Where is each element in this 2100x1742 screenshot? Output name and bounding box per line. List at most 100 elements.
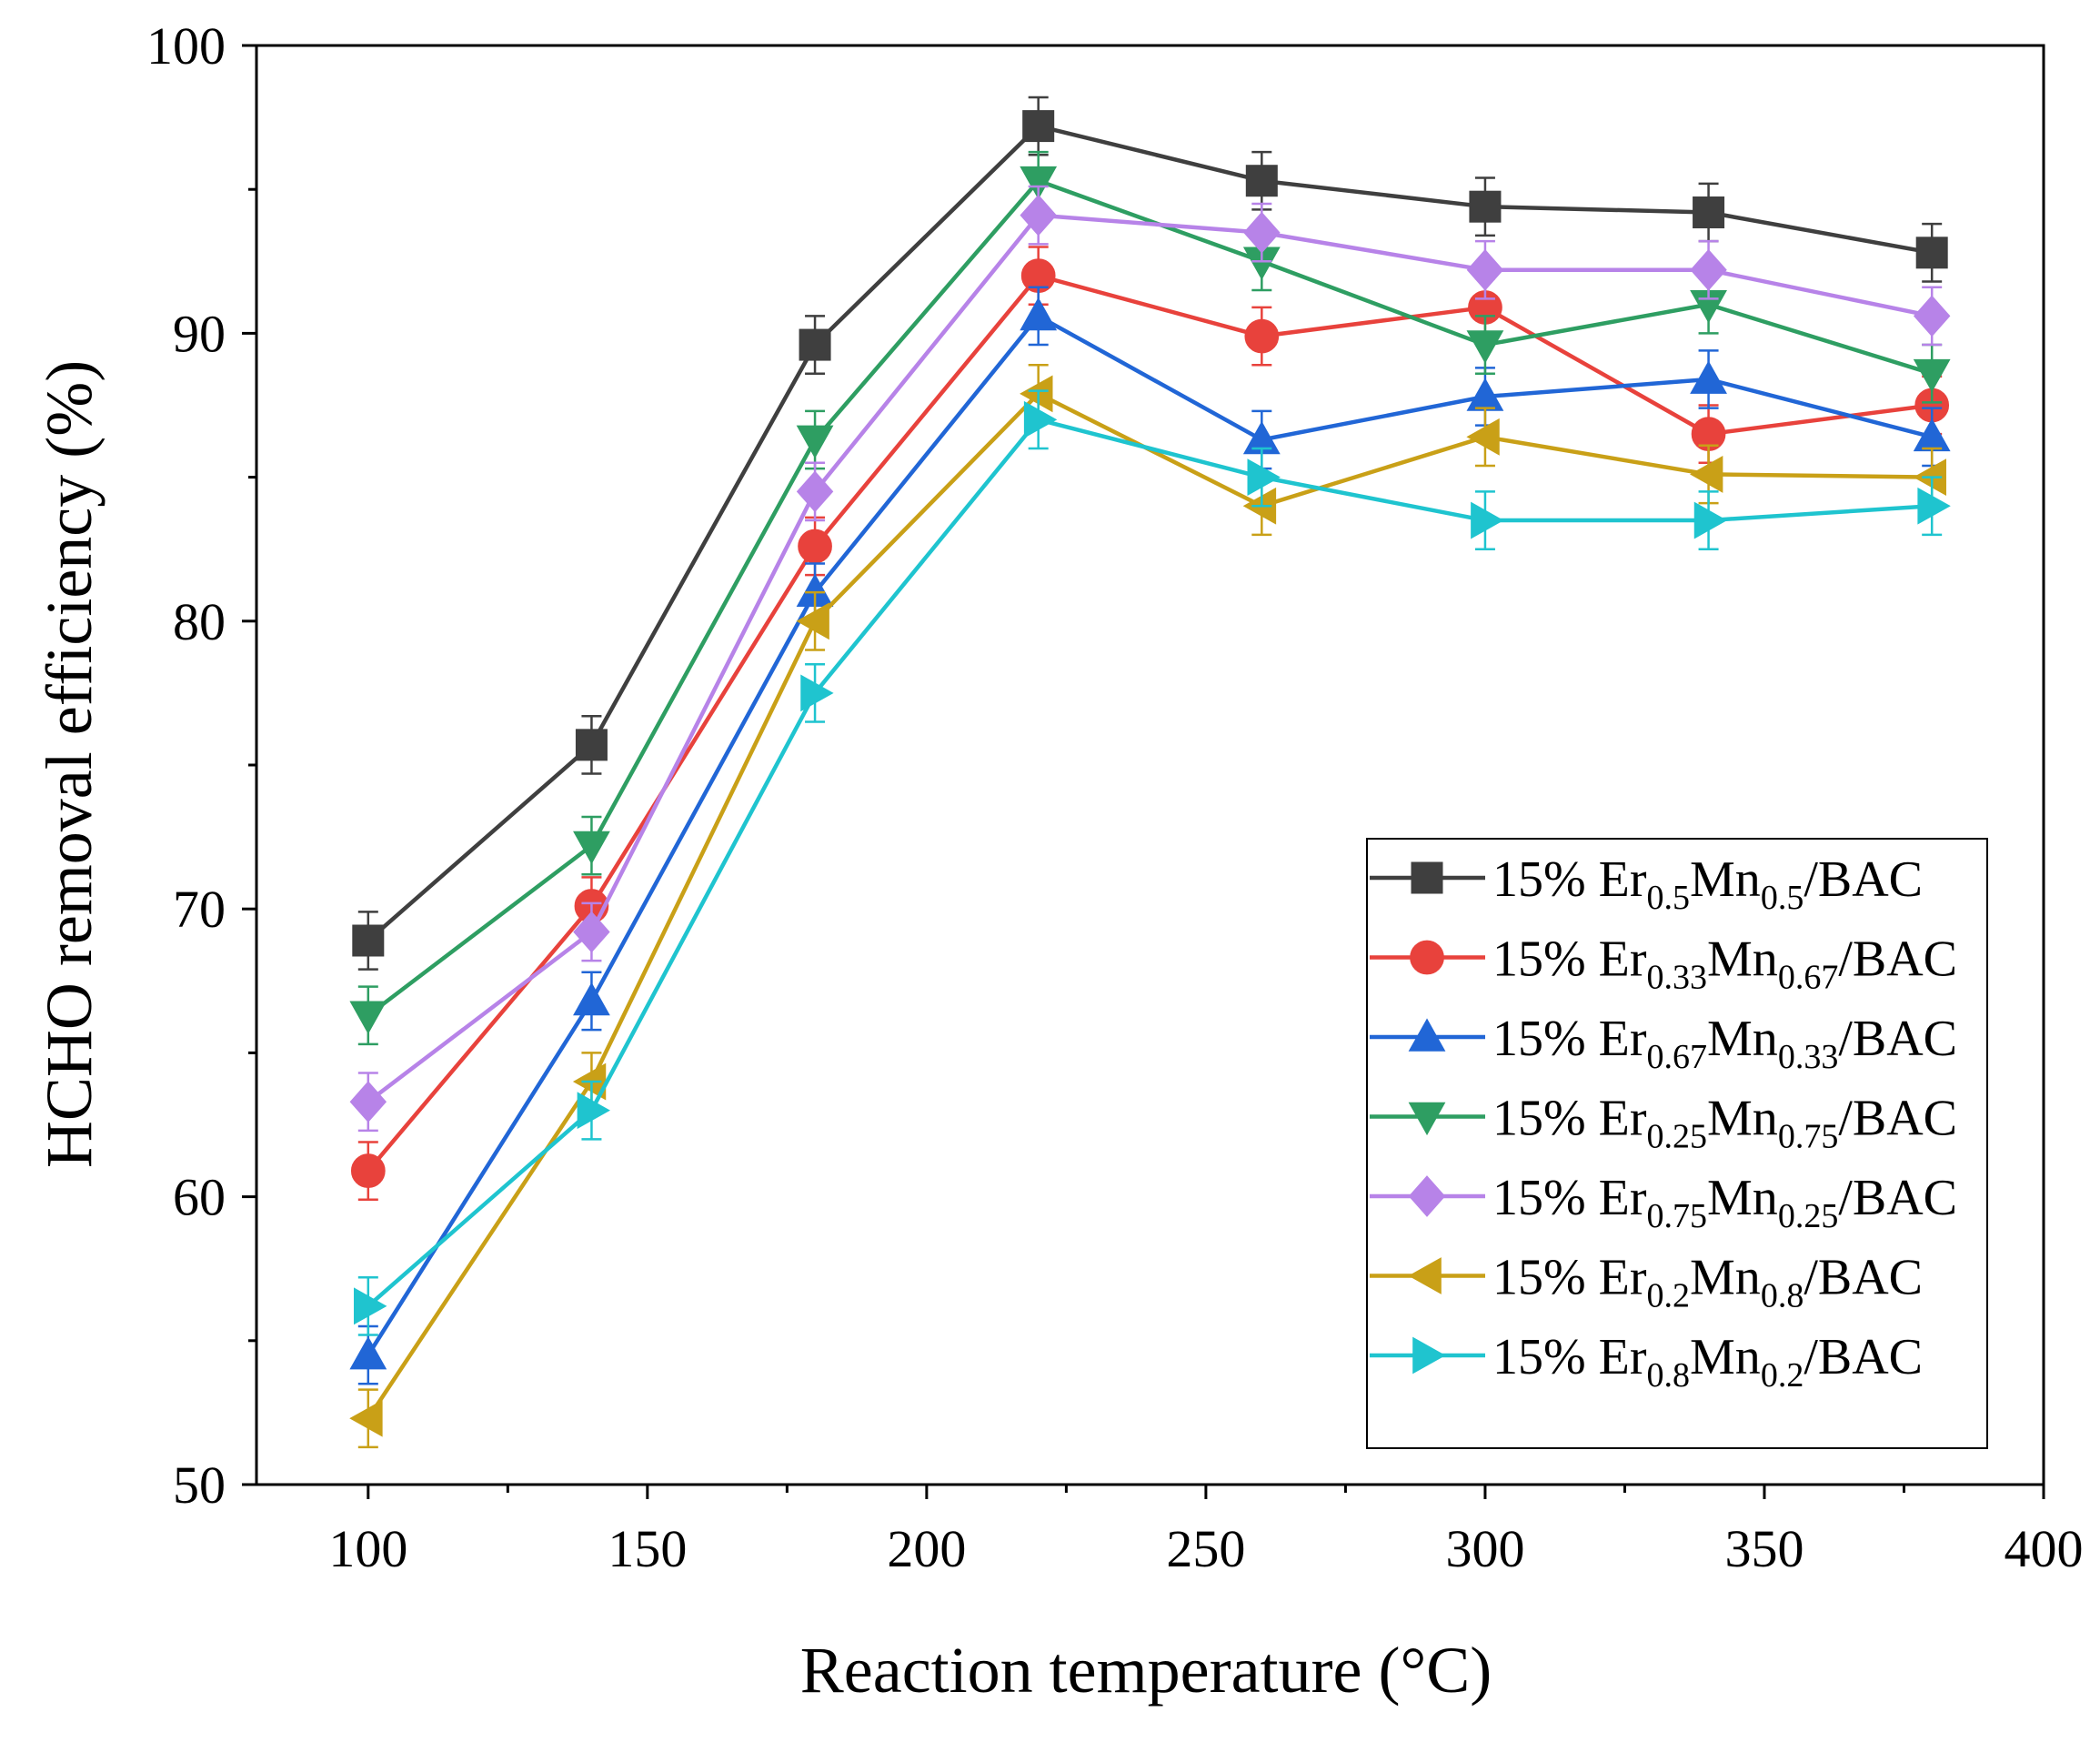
data-point (573, 982, 610, 1016)
data-point (796, 602, 829, 640)
data-point (799, 328, 831, 361)
series-line (366, 314, 1933, 1356)
legend-subscript: 0.25 (1778, 1197, 1839, 1235)
legend-label: 15% Er0.8Mn0.2/BAC (1492, 1329, 1923, 1395)
data-point (1913, 295, 1951, 337)
legend-text: /BAC (1838, 931, 1957, 988)
data-point (800, 674, 834, 712)
data-point (1466, 248, 1504, 291)
data-point (1020, 297, 1058, 331)
x-tick-label: 250 (1166, 1519, 1245, 1578)
legend-label: 15% Er0.5Mn0.5/BAC (1492, 851, 1923, 917)
legend-label: 15% Er0.25Mn0.75/BAC (1492, 1091, 1957, 1156)
legend-item: 15% Er0.8Mn0.2/BAC (1370, 1329, 1923, 1395)
legend-text: /BAC (1804, 1329, 1923, 1385)
y-tick-label: 70 (173, 880, 226, 939)
legend-swatch-marker (1412, 1336, 1446, 1374)
y-tick-label: 100 (146, 16, 226, 76)
legend-box (1366, 838, 1988, 1449)
series-line (367, 418, 1933, 1308)
data-point (1913, 358, 1951, 393)
legend-text: Mn (1707, 931, 1778, 988)
series-line (367, 273, 1933, 1173)
legend-item: 15% Er0.5Mn0.5/BAC (1370, 851, 1923, 917)
legend-text: 15% Er (1492, 1011, 1647, 1067)
data-point (1690, 360, 1727, 394)
legend-subscript: 0.67 (1647, 1038, 1708, 1076)
data-point (354, 1287, 387, 1325)
data-point (1245, 165, 1278, 197)
legend-text: Mn (1690, 1329, 1761, 1385)
legend-text: 15% Er (1492, 1250, 1647, 1306)
legend-subscript: 0.33 (1778, 1038, 1839, 1076)
legend-text: Mn (1690, 1250, 1761, 1306)
data-point (1689, 456, 1723, 493)
data-point (796, 425, 834, 459)
data-point (349, 1001, 387, 1034)
data-point (1693, 501, 1728, 539)
y-tick-label: 60 (173, 1168, 226, 1227)
x-tick-label: 300 (1445, 1519, 1524, 1578)
legend-subscript: 0.2 (1647, 1277, 1691, 1315)
data-point (1915, 237, 1948, 269)
legend-subscript: 0.5 (1761, 879, 1804, 917)
x-tick-label: 150 (608, 1519, 687, 1578)
data-point (1020, 166, 1058, 200)
legend-text: Mn (1707, 1170, 1778, 1226)
legend-label: 15% Er0.75Mn0.25/BAC (1492, 1170, 1957, 1235)
data-point (1020, 375, 1053, 413)
legend-item: 15% Er0.25Mn0.75/BAC (1370, 1091, 1957, 1156)
data-point (1693, 196, 1725, 229)
legend-text: /BAC (1838, 1011, 1957, 1067)
x-tick-label: 400 (2005, 1519, 2084, 1578)
legend-text: 15% Er (1492, 851, 1647, 908)
data-point (575, 729, 608, 761)
data-point (573, 911, 610, 953)
legend-subscript: 0.25 (1647, 1118, 1708, 1156)
legend-subscript: 0.75 (1778, 1118, 1839, 1156)
legend-swatch-marker (1410, 940, 1444, 975)
legend-subscript: 0.2 (1761, 1356, 1804, 1395)
data-point (1243, 211, 1281, 254)
data-point (349, 1081, 387, 1123)
data-point (349, 1336, 387, 1370)
legend-text: Mn (1707, 1091, 1778, 1147)
data-point (573, 831, 610, 865)
legend-text: 15% Er (1492, 931, 1647, 988)
legend-label: 15% Er0.67Mn0.33/BAC (1492, 1011, 1957, 1076)
data-point (1917, 487, 1951, 525)
data-point (1690, 248, 1727, 291)
axes-layer: 100 150 200 250 300 350 400 50 60 70 80 90 100 (146, 16, 2084, 1578)
legend-text: /BAC (1804, 851, 1923, 908)
legend-text: 15% Er (1492, 1329, 1647, 1385)
data-point (350, 1153, 386, 1188)
legend-text: Mn (1690, 851, 1761, 908)
series-line (367, 213, 1933, 1103)
legend-swatch-marker (1411, 861, 1443, 894)
x-tick-label: 350 (1724, 1519, 1804, 1578)
series-7 (354, 389, 1951, 1336)
legend-subscript: 0.33 (1647, 959, 1708, 997)
legend-text: Mn (1707, 1011, 1778, 1067)
legend-swatch-marker (1408, 1175, 1446, 1217)
legend-text: /BAC (1838, 1091, 1957, 1147)
legend-label: 15% Er0.2Mn0.8/BAC (1492, 1250, 1923, 1315)
legend-label: 15% Er0.33Mn0.67/BAC (1492, 931, 1957, 997)
legend-item: 15% Er0.75Mn0.25/BAC (1370, 1170, 1957, 1235)
data-point (1022, 110, 1055, 143)
legend-swatch-marker (1408, 1102, 1446, 1136)
x-axis-title: Reaction temperature (°C) (800, 1634, 1492, 1707)
data-point (1469, 190, 1502, 223)
data-point (796, 470, 834, 513)
series-4 (349, 150, 1951, 1046)
legend-subscript: 0.5 (1647, 879, 1691, 917)
x-tick-label: 100 (328, 1519, 407, 1578)
y-axis-title: HCHO removal efficiency (%) (33, 360, 106, 1168)
legend-subscript: 0.8 (1761, 1277, 1804, 1315)
data-point (577, 1092, 611, 1130)
legend-item: 15% Er0.67Mn0.33/BAC (1370, 1011, 1957, 1076)
y-tick-label: 90 (173, 304, 226, 363)
y-tick-label: 80 (173, 592, 226, 651)
